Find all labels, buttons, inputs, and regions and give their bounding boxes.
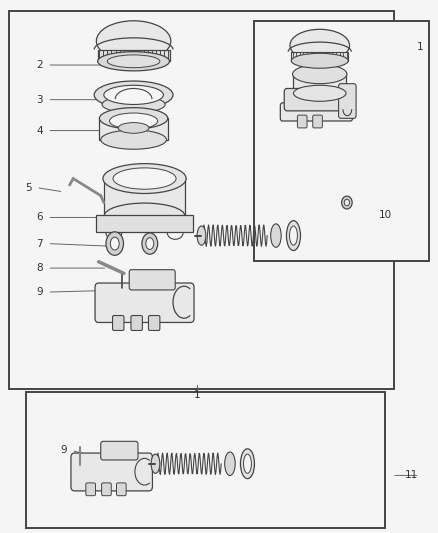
FancyBboxPatch shape <box>113 316 124 330</box>
Ellipse shape <box>342 196 352 209</box>
FancyBboxPatch shape <box>71 453 152 491</box>
FancyBboxPatch shape <box>297 115 307 128</box>
Ellipse shape <box>110 237 119 250</box>
Bar <box>99 118 168 140</box>
Ellipse shape <box>110 113 158 129</box>
Ellipse shape <box>99 108 168 129</box>
FancyBboxPatch shape <box>102 483 111 496</box>
Text: 4: 4 <box>36 126 43 135</box>
Ellipse shape <box>113 168 176 189</box>
Ellipse shape <box>106 232 124 255</box>
Ellipse shape <box>293 85 346 101</box>
Ellipse shape <box>197 226 206 245</box>
Text: 10: 10 <box>379 210 392 220</box>
Text: 8: 8 <box>36 263 43 273</box>
Bar <box>104 179 185 216</box>
Bar <box>254 21 429 261</box>
Ellipse shape <box>107 55 160 68</box>
Text: 3: 3 <box>36 95 43 104</box>
Ellipse shape <box>118 123 149 133</box>
Text: 1: 1 <box>417 42 424 52</box>
FancyBboxPatch shape <box>284 88 355 111</box>
Ellipse shape <box>271 224 281 247</box>
FancyBboxPatch shape <box>95 283 194 322</box>
Text: 11: 11 <box>405 471 418 480</box>
FancyBboxPatch shape <box>280 103 353 121</box>
FancyBboxPatch shape <box>131 316 142 330</box>
Ellipse shape <box>344 199 350 206</box>
Ellipse shape <box>286 221 300 251</box>
Ellipse shape <box>98 52 170 71</box>
Text: 5: 5 <box>25 183 32 192</box>
Ellipse shape <box>291 53 348 68</box>
Text: 6: 6 <box>36 213 43 222</box>
Text: 1: 1 <box>194 391 201 400</box>
Ellipse shape <box>102 96 165 113</box>
Ellipse shape <box>225 452 235 475</box>
Ellipse shape <box>96 21 171 61</box>
Text: 7: 7 <box>36 239 43 248</box>
Ellipse shape <box>240 449 254 479</box>
FancyBboxPatch shape <box>313 115 322 128</box>
FancyBboxPatch shape <box>129 270 175 290</box>
Bar <box>98 50 170 61</box>
Ellipse shape <box>290 29 350 61</box>
Bar <box>26 392 385 528</box>
FancyBboxPatch shape <box>339 84 356 118</box>
Ellipse shape <box>142 233 158 254</box>
Bar <box>293 73 346 93</box>
Ellipse shape <box>104 85 163 104</box>
Ellipse shape <box>146 238 154 249</box>
Bar <box>96 215 193 232</box>
Text: 2: 2 <box>36 60 43 70</box>
FancyBboxPatch shape <box>117 483 126 496</box>
Bar <box>291 52 348 61</box>
Text: 9: 9 <box>36 287 43 297</box>
Ellipse shape <box>151 454 160 473</box>
Ellipse shape <box>101 130 166 149</box>
Ellipse shape <box>103 164 186 193</box>
Ellipse shape <box>104 203 185 229</box>
Ellipse shape <box>94 81 173 109</box>
FancyBboxPatch shape <box>148 316 160 330</box>
Text: 9: 9 <box>60 446 67 455</box>
Ellipse shape <box>290 226 297 245</box>
Bar <box>9 11 394 389</box>
FancyBboxPatch shape <box>101 441 138 460</box>
FancyBboxPatch shape <box>86 483 95 496</box>
Ellipse shape <box>244 454 251 473</box>
Ellipse shape <box>293 64 347 84</box>
